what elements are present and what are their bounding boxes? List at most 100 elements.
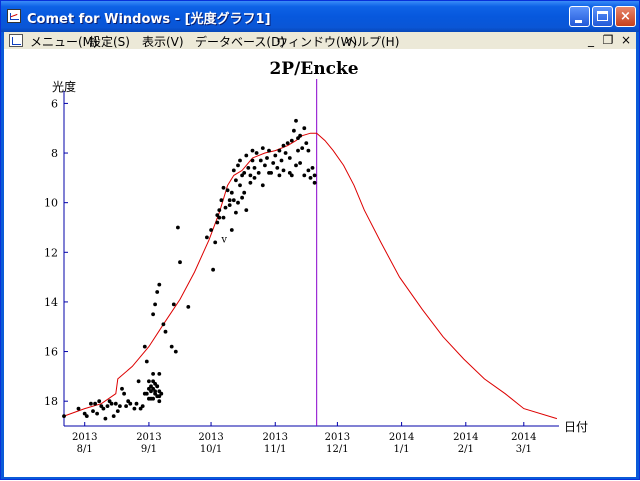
observation-point bbox=[252, 166, 257, 170]
observation-point bbox=[296, 136, 300, 140]
observation-point bbox=[283, 151, 288, 155]
y-tick-label: 6 bbox=[51, 97, 58, 110]
x-tick-year: 2014 bbox=[511, 432, 536, 443]
observation-point bbox=[113, 401, 118, 406]
magnitude-chart: 2P/Encke 光度 日付 68101214161820138/120139/… bbox=[44, 59, 588, 455]
x-tick-month: 9/1 bbox=[141, 444, 157, 455]
observation-point bbox=[217, 208, 222, 213]
observation-point bbox=[279, 158, 284, 163]
observation-point bbox=[281, 143, 286, 148]
observation-point bbox=[209, 228, 214, 232]
x-tick-month: 11/1 bbox=[264, 444, 286, 455]
observation-point bbox=[155, 384, 160, 389]
observation-point bbox=[263, 163, 267, 168]
document-graph-icon[interactable] bbox=[9, 34, 23, 47]
menu-item-menu[interactable]: メニュー(M) bbox=[30, 35, 98, 49]
observation-point bbox=[153, 391, 158, 396]
mdi-minimize-button[interactable]: _ bbox=[588, 33, 594, 47]
observation-point bbox=[221, 185, 226, 190]
observation-point bbox=[229, 190, 234, 195]
observation-point bbox=[229, 228, 234, 232]
observation-point bbox=[93, 401, 97, 406]
observation-point bbox=[289, 138, 294, 143]
app-graph-icon[interactable] bbox=[7, 9, 21, 23]
x-tick-month: 2/1 bbox=[458, 444, 474, 455]
observation-point bbox=[120, 386, 124, 391]
mdi-restore-button[interactable]: ❐ bbox=[602, 33, 614, 47]
observation-point bbox=[225, 188, 230, 193]
observation-point bbox=[231, 168, 236, 173]
y-tick-label: 14 bbox=[44, 296, 58, 309]
observation-point bbox=[82, 411, 87, 416]
y-tick-label: 10 bbox=[44, 197, 58, 210]
x-tick-year: 2014 bbox=[389, 432, 414, 443]
observation-point bbox=[294, 163, 298, 168]
observation-point bbox=[178, 260, 182, 265]
observation-point bbox=[169, 344, 174, 349]
observation-point bbox=[205, 235, 209, 240]
predicted-magnitude-curve bbox=[63, 132, 558, 420]
mdi-close-button[interactable]: × bbox=[620, 33, 632, 47]
graph-document: 2P/Encke 光度 日付 6 8 10 12 14 16 18 2013 8/1 2013 9/… bbox=[4, 49, 636, 477]
observation-point bbox=[97, 399, 102, 404]
observation-point bbox=[161, 322, 166, 327]
observation-point bbox=[227, 203, 232, 208]
observation-point bbox=[277, 148, 282, 153]
plot-area: 68101214161820138/120139/1201310/1201311… bbox=[44, 79, 559, 455]
x-tick-year: 2013 bbox=[72, 432, 97, 443]
observation-point bbox=[84, 414, 89, 418]
observation-point bbox=[101, 406, 106, 411]
observation-point bbox=[157, 399, 162, 404]
menu-item-database[interactable]: データベース(D) bbox=[195, 35, 286, 49]
observation-point bbox=[155, 290, 160, 294]
x-tick-month: 10/1 bbox=[200, 444, 222, 455]
observation-point bbox=[287, 156, 292, 160]
observation-point bbox=[128, 401, 133, 406]
observation-point bbox=[273, 153, 278, 158]
menu-item-help[interactable]: ヘルプ(H) bbox=[345, 35, 400, 49]
observation-point bbox=[271, 161, 276, 165]
y-tick-label: 12 bbox=[44, 246, 58, 259]
x-axis-label: 日付 bbox=[564, 420, 588, 434]
observation-point bbox=[277, 173, 282, 178]
menu-item-settings[interactable]: 設定(S) bbox=[89, 35, 130, 49]
observation-point bbox=[248, 173, 253, 178]
observation-point bbox=[215, 220, 220, 225]
minimize-icon bbox=[575, 20, 582, 23]
observation-point bbox=[91, 409, 95, 413]
x-tick-year: 2013 bbox=[263, 432, 288, 443]
observation-point bbox=[289, 173, 294, 178]
observation-point bbox=[213, 240, 218, 245]
observation-point bbox=[236, 200, 240, 205]
observation-point bbox=[238, 158, 242, 163]
observation-point bbox=[260, 146, 265, 150]
observation-point bbox=[236, 163, 240, 168]
observation-point bbox=[306, 168, 311, 173]
observation-point bbox=[157, 372, 162, 376]
menu-item-view[interactable]: 表示(V) bbox=[142, 35, 184, 49]
title-bar[interactable]: Comet for Windows - [光度グラフ1] × bbox=[1, 1, 639, 32]
minimize-button[interactable] bbox=[569, 6, 590, 27]
observation-point bbox=[240, 173, 245, 178]
y-tick-label: 18 bbox=[44, 395, 58, 408]
observation-point bbox=[234, 210, 238, 215]
observation-point bbox=[171, 302, 176, 307]
observation-point bbox=[304, 141, 309, 145]
observation-point bbox=[306, 148, 311, 153]
observation-point bbox=[217, 215, 222, 220]
observation-point bbox=[132, 406, 137, 411]
observation-point bbox=[310, 166, 315, 170]
observation-point bbox=[147, 396, 151, 401]
upper-limit-annotation: v bbox=[220, 234, 227, 245]
chart-title: 2P/Encke bbox=[269, 59, 358, 79]
observation-point bbox=[227, 198, 232, 203]
observation-point bbox=[294, 118, 298, 123]
maximize-button[interactable] bbox=[592, 6, 613, 27]
observation-point bbox=[242, 171, 247, 175]
observation-point bbox=[231, 198, 236, 203]
close-button[interactable]: × bbox=[615, 6, 636, 27]
menu-item-window[interactable]: ウィンドウ(W) bbox=[276, 35, 358, 49]
observation-point bbox=[223, 205, 228, 210]
observation-point bbox=[238, 183, 242, 188]
x-tick-year: 2013 bbox=[325, 432, 350, 443]
